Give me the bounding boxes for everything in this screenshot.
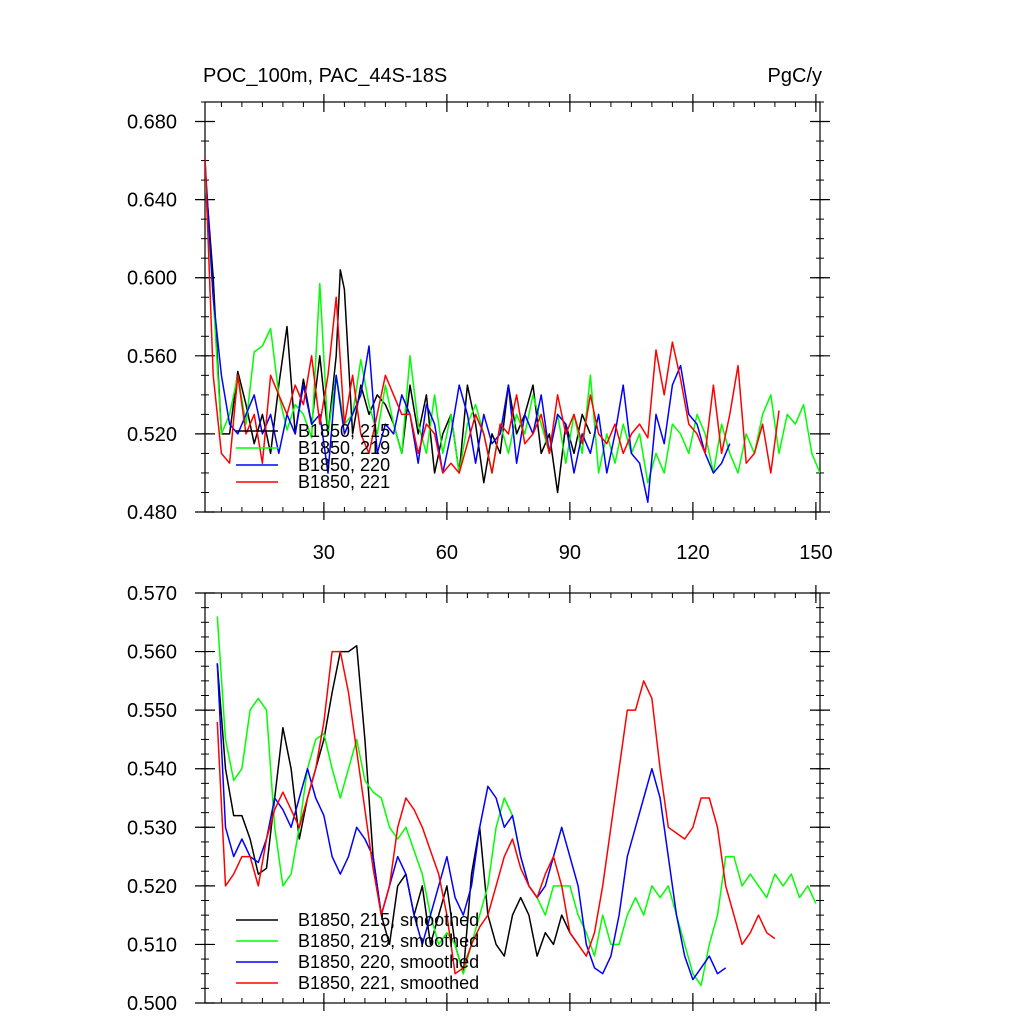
y-tick-label: 0.600 xyxy=(127,268,177,290)
series-line-b1850-221-smoothed xyxy=(216,650,776,975)
plot-frame xyxy=(204,101,821,513)
top-panel: 30 60 90 120 150 0.480 0.520 0.560 0.600 0.640 0.6… xyxy=(127,65,833,564)
series-line-b1850-220 xyxy=(205,160,731,503)
x-tick-label: 90 xyxy=(559,542,581,564)
y-tick-label: 0.560 xyxy=(127,642,177,664)
y-tick-label: 0.510 xyxy=(127,934,177,956)
y-tick-label: 0.530 xyxy=(127,817,177,839)
y-tick-label: 0.500 xyxy=(127,993,177,1015)
legend-label: B1850, 215 xyxy=(298,421,390,441)
legend-label: B1850, 215, smoothed xyxy=(298,910,479,930)
y-tick-label: 0.640 xyxy=(127,190,177,212)
y-tick-label: 0.680 xyxy=(127,112,177,134)
y-tick-label: 0.550 xyxy=(127,700,177,722)
series-line-b1850-219 xyxy=(205,180,820,484)
y-tick-label: 0.480 xyxy=(127,502,177,524)
series-line-b1850-221 xyxy=(205,156,780,474)
series-line-b1850-220-smoothed xyxy=(216,663,727,981)
legend-label: B1850, 220, smoothed xyxy=(298,952,479,972)
y-tick-label: 0.520 xyxy=(127,876,177,898)
chart-units: PgC/y xyxy=(768,65,822,87)
x-tick-label: 60 xyxy=(436,542,458,564)
series-line-b1850-215-smoothed xyxy=(216,644,579,975)
legend-label: B1850, 221 xyxy=(298,472,390,492)
y-tick-label: 0.570 xyxy=(127,583,177,605)
x-tick-label: 120 xyxy=(676,542,709,564)
chart-title: POC_100m, PAC_44S-18S xyxy=(203,65,447,87)
bottom-panel: 0.500 0.510 0.520 0.530 0.540 0.550 0.560 0.570… xyxy=(127,583,830,1015)
legend-label: B1850, 219 xyxy=(298,438,390,458)
legend-label: B1850, 221, smoothed xyxy=(298,973,479,993)
x-tick-label: 30 xyxy=(313,542,335,564)
y-tick-label: 0.540 xyxy=(127,759,177,781)
x-tick-label: 150 xyxy=(799,542,832,564)
legend-label: B1850, 219, smoothed xyxy=(298,931,479,951)
y-tick-label: 0.560 xyxy=(127,346,177,368)
legend-label: B1850, 220 xyxy=(298,455,390,475)
y-tick-label: 0.520 xyxy=(127,424,177,446)
